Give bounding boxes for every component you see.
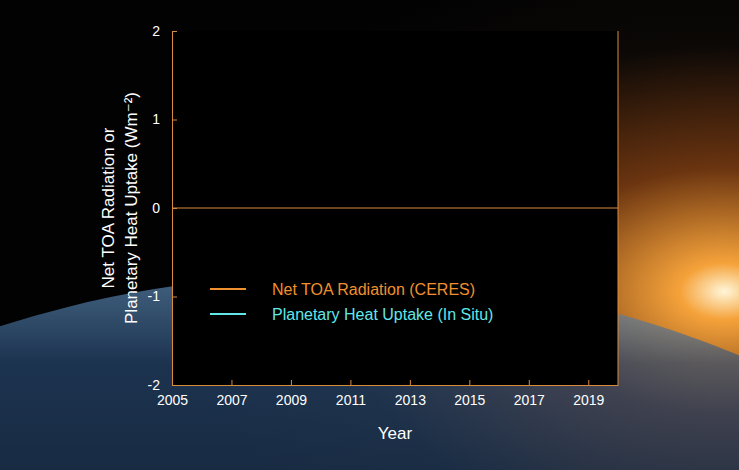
y-tick: -2 (148, 377, 177, 393)
x-tick: 2011 (336, 380, 366, 408)
x-axis: 2005 2007 2009 2011 2013 2015 2017 2019 (157, 380, 619, 408)
x-tick: 2017 (514, 380, 545, 408)
x-tick: 2009 (276, 380, 307, 408)
legend-label: Net TOA Radiation (CERES) (272, 281, 475, 298)
x-tick-label: 2005 (157, 392, 188, 408)
x-tick: 2007 (216, 380, 247, 408)
legend-item: Net TOA Radiation (CERES) (210, 281, 475, 298)
x-tick-mark (350, 380, 351, 385)
x-tick-label: 2007 (216, 392, 247, 408)
x-tick-label: 2009 (276, 392, 307, 408)
x-tick: 2019 (573, 380, 604, 408)
x-tick-mark (588, 380, 589, 385)
y-tick-mark (172, 297, 177, 298)
x-tick: 2015 (454, 380, 485, 408)
background (0, 0, 739, 470)
x-tick: 2013 (395, 380, 426, 408)
y-tick: 2 (152, 23, 177, 39)
x-tick-label: 2011 (336, 392, 366, 408)
legend-item: Planetary Heat Uptake (In Situ) (210, 306, 493, 323)
y-tick-label: -1 (148, 288, 161, 304)
x-tick-mark (410, 380, 411, 385)
y-tick-mark (172, 120, 177, 121)
y-tick: -1 (148, 288, 177, 304)
x-tick-label: 2019 (573, 392, 604, 408)
x-tick-mark (529, 380, 530, 385)
plot: 2005 2007 2009 2011 2013 2015 2017 2019 -2 -1 0 1 2 N… (148, 23, 619, 408)
x-axis-title: Year (378, 424, 413, 443)
y-tick-label: 1 (152, 111, 160, 127)
legend-swatch (210, 288, 246, 290)
x-tick-label: 2017 (514, 392, 545, 408)
y-tick-label: 2 (152, 23, 160, 39)
x-tick-mark (469, 380, 470, 385)
y-tick-label: 0 (152, 200, 160, 216)
legend-label: Planetary Heat Uptake (In Situ) (272, 306, 493, 323)
y-tick-label: -2 (148, 377, 161, 393)
y-axis-title: Net TOA Radiation or (99, 127, 118, 288)
chart: 2005 2007 2009 2011 2013 2015 2017 2019 -2 -1 0 1 2 N… (0, 0, 739, 470)
data (172, 208, 618, 209)
x-tick-label: 2013 (395, 392, 426, 408)
x-tick-mark (291, 380, 292, 385)
y-tick-mark (172, 31, 177, 32)
y-axis-title: Planetary Heat Uptake (Wm⁻²) (122, 92, 141, 324)
legend-swatch (210, 313, 246, 315)
legend: Net TOA Radiation (CERES) Planetary Heat … (210, 281, 493, 323)
plot-area (172, 31, 618, 385)
y-tick-mark (172, 385, 177, 386)
reference-line (172, 208, 618, 209)
y-tick: 1 (152, 111, 177, 127)
x-tick-label: 2015 (454, 392, 485, 408)
glow (0, 0, 739, 470)
x-axis-line (173, 385, 619, 386)
x-tick-mark (231, 380, 232, 385)
